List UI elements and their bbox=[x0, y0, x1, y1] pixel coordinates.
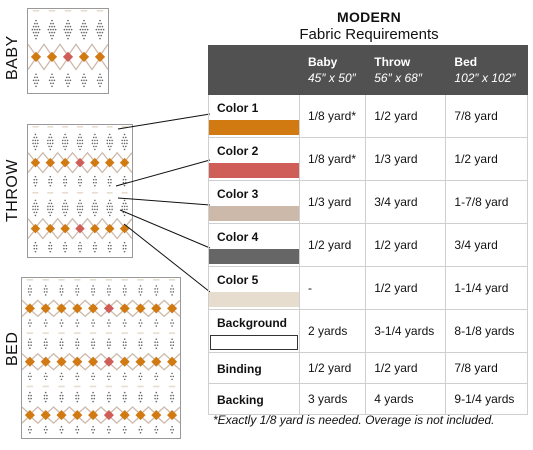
row-label: Color 3 bbox=[217, 187, 259, 201]
cell-baby: 1/8 yard* bbox=[298, 94, 367, 138]
cell-throw: 1/2 yard bbox=[365, 94, 447, 138]
row-label: Color 2 bbox=[217, 144, 259, 158]
cell-baby: - bbox=[298, 266, 367, 310]
cell-throw: 1/2 yard bbox=[365, 266, 447, 310]
table-row: Color 4 1/2 yard 1/2 yard 3/4 yard bbox=[208, 223, 528, 267]
row-label: Binding bbox=[217, 362, 262, 376]
row-label: Color 4 bbox=[217, 230, 259, 244]
cell-baby: 1/8 yard* bbox=[298, 137, 367, 181]
table-row: Color 3 1/3 yard 3/4 yard 1-7/8 yard bbox=[208, 180, 528, 224]
table-row: Color 5 - 1/2 yard 1-1/4 yard bbox=[208, 266, 528, 310]
cell-baby: 1/2 yard bbox=[298, 352, 367, 384]
baby-quilt-pattern bbox=[28, 10, 108, 88]
row-label: Color 5 bbox=[217, 273, 259, 287]
column-header-throw: Throw 56″ x 68″ bbox=[365, 45, 447, 95]
table-row: Binding 1/2 yard 1/2 yard 7/8 yard bbox=[208, 352, 528, 384]
throw-quilt-preview bbox=[27, 124, 133, 258]
page-subtitle: Fabric Requirements bbox=[299, 26, 439, 43]
row-label: Background bbox=[217, 316, 288, 330]
color-swatch bbox=[209, 163, 299, 178]
fabric-requirements-table: Baby 45″ x 50″ Throw 56″ x 68″ Bed 102″ x 1… bbox=[208, 45, 528, 415]
cell-bed: 7/8 yard bbox=[445, 94, 528, 138]
column-header-baby: Baby 45″ x 50″ bbox=[298, 45, 367, 95]
color-swatch bbox=[209, 249, 299, 264]
cell-baby: 1/3 yard bbox=[298, 180, 367, 224]
cell-throw: 1/2 yard bbox=[365, 352, 447, 384]
row-label: Backing bbox=[217, 393, 264, 407]
cell-throw: 4 yards bbox=[365, 383, 447, 415]
row-label: Color 1 bbox=[217, 101, 259, 115]
bed-quilt-pattern bbox=[22, 279, 180, 434]
cell-throw: 1/2 yard bbox=[365, 223, 447, 267]
color-swatch bbox=[209, 292, 299, 307]
table-row: Color 1 1/8 yard* 1/2 yard 7/8 yard bbox=[208, 94, 528, 138]
cell-bed: 1-7/8 yard bbox=[445, 180, 528, 224]
corner-header-cell bbox=[208, 45, 300, 95]
cell-baby: 1/2 yard bbox=[298, 223, 367, 267]
cell-throw: 1/3 yard bbox=[365, 137, 447, 181]
baby-quilt-preview bbox=[27, 8, 109, 94]
bed-quilt-preview bbox=[21, 277, 181, 439]
cell-bed: 1-1/4 yard bbox=[445, 266, 528, 310]
table-row: Color 2 1/8 yard* 1/3 yard 1/2 yard bbox=[208, 137, 528, 181]
color-swatch bbox=[210, 335, 298, 350]
cell-throw: 3/4 yard bbox=[365, 180, 447, 224]
throw-quilt-pattern bbox=[28, 126, 132, 253]
cell-bed: 3/4 yard bbox=[445, 223, 528, 267]
page-title: MODERN bbox=[336, 9, 402, 25]
color-swatch bbox=[209, 120, 299, 135]
cell-bed: 8-1/8 yards bbox=[445, 309, 528, 353]
cell-baby: 3 yards bbox=[298, 383, 367, 415]
table-row: Background 2 yards 3-1/4 yards 8-1/8 yar… bbox=[208, 309, 528, 353]
table-row: Backing 3 yards 4 yards 9-1/4 yards bbox=[208, 383, 528, 415]
column-header-bed: Bed 102″ x 102″ bbox=[445, 45, 528, 95]
cell-baby: 2 yards bbox=[298, 309, 367, 353]
footnote: *Exactly 1/8 yard is needed. Overage is … bbox=[213, 413, 495, 427]
cell-throw: 3-1/4 yards bbox=[365, 309, 447, 353]
cell-bed: 9-1/4 yards bbox=[445, 383, 528, 415]
color-swatch bbox=[209, 206, 299, 221]
cell-bed: 7/8 yard bbox=[445, 352, 528, 384]
cell-bed: 1/2 yard bbox=[445, 137, 528, 181]
